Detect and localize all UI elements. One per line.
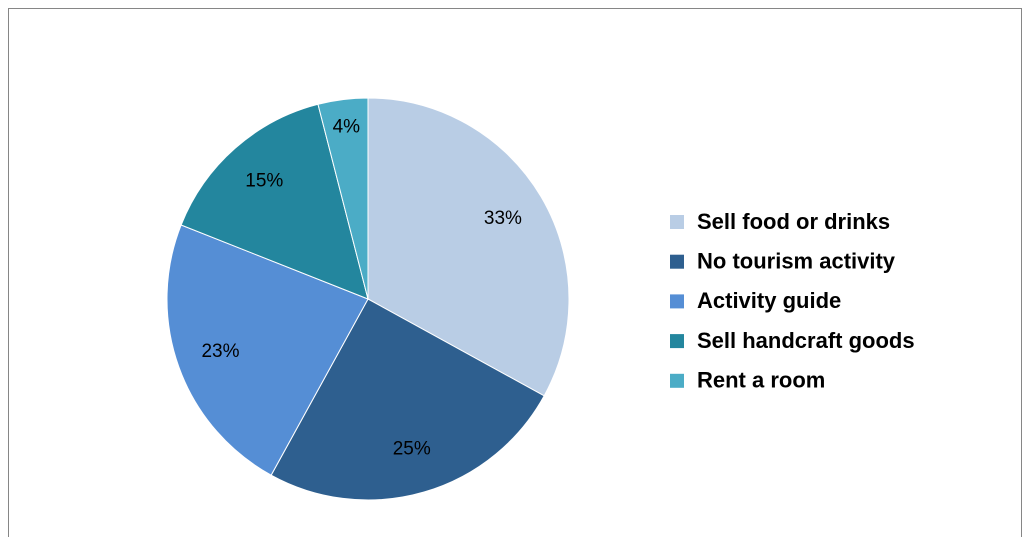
legend-swatch <box>670 294 684 309</box>
data-label: 15% <box>245 170 283 191</box>
legend-swatch <box>670 215 684 229</box>
legend-label: Rent a room <box>697 368 825 393</box>
pie-slice <box>367 97 570 397</box>
pie-slice <box>317 97 369 300</box>
data-label: 33% <box>484 208 522 229</box>
legend-label: Activity guide <box>697 288 841 313</box>
legend-label: Sell handcraft goods <box>697 328 915 353</box>
data-label: 4% <box>333 117 361 138</box>
pie-slice <box>166 224 369 476</box>
legend-label: Sell food or drinks <box>697 209 890 234</box>
data-label: 23% <box>201 341 239 362</box>
legend-swatch <box>670 254 684 269</box>
legend-swatch <box>670 334 684 349</box>
data-label: 25% <box>393 439 431 460</box>
pie-slice <box>180 103 369 300</box>
pie-slice <box>270 298 545 501</box>
legend-label: No tourism activity <box>697 249 896 274</box>
legend-swatch <box>670 373 684 388</box>
